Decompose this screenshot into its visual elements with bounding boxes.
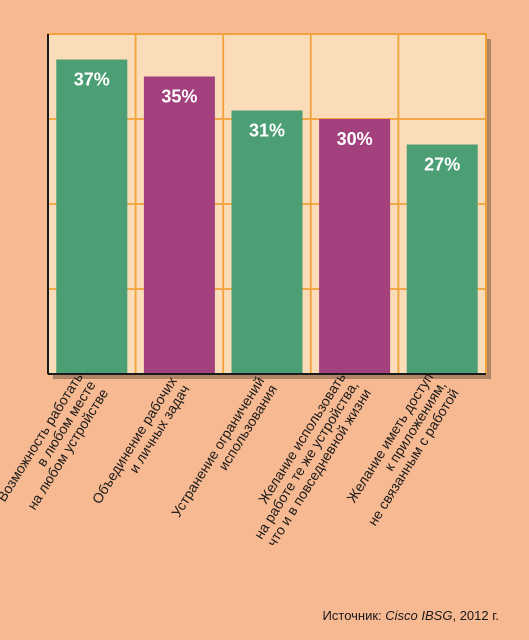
value-label: 31% [249,121,285,141]
bar [406,144,478,374]
value-label: 35% [161,87,197,107]
value-label: 27% [424,155,460,175]
bar [143,76,215,374]
value-label: 30% [337,129,373,149]
source-name: Cisco IBSG [385,608,453,623]
source-prefix: Источник: [322,608,386,623]
bar [56,59,128,374]
bar [231,110,303,374]
source-note: Источник: Cisco IBSG, 2012 г. [323,608,499,623]
bar [319,119,391,374]
source-suffix: , 2012 г. [452,608,499,623]
value-label: 37% [74,70,110,90]
